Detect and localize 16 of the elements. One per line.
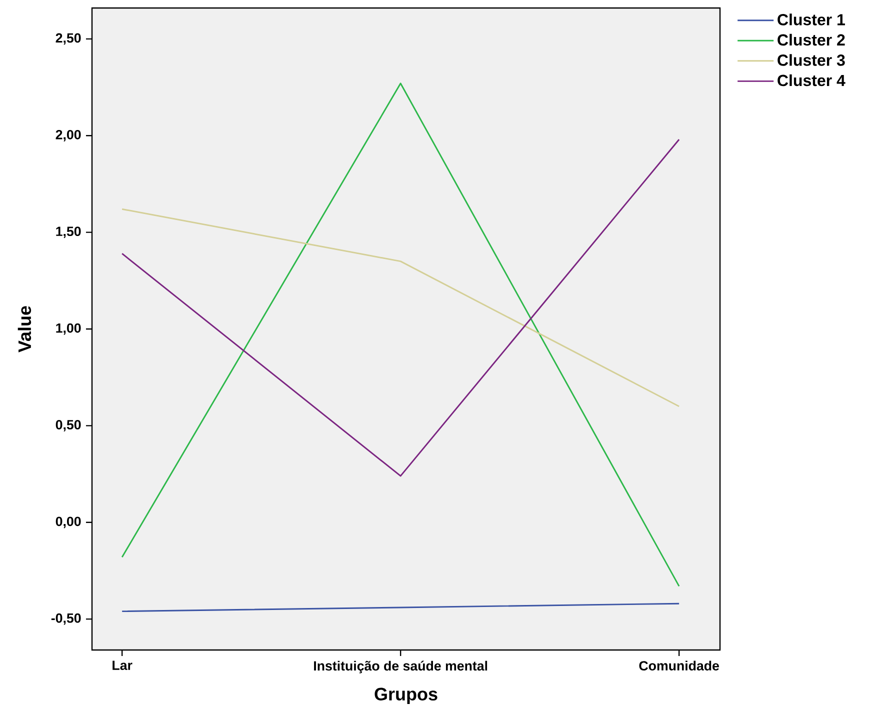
legend-label: Cluster 1 (778, 14, 845, 26)
y-tick-label: -0,50 (51, 613, 81, 625)
y-tick-label: 2,50 (56, 33, 81, 45)
x-tick-label: Lar (112, 660, 132, 670)
y-tick-label: 1,00 (56, 323, 81, 335)
x-tick-label: Comunidade (639, 660, 719, 670)
y-tick-label: 1,50 (56, 226, 81, 238)
y-tick-label: 2,00 (56, 130, 81, 142)
x-axis-title: Grupos (374, 688, 438, 704)
y-axis-title: Value (18, 306, 32, 352)
legend-label: Cluster 4 (778, 74, 846, 86)
x-tick-label: Instituição de saúde mental (314, 660, 488, 674)
legend-label: Cluster 2 (778, 34, 845, 46)
y-tick-label: 0,00 (56, 516, 81, 528)
y-tick-label: 0,50 (56, 420, 81, 432)
legend-label: Cluster 3 (778, 54, 845, 66)
